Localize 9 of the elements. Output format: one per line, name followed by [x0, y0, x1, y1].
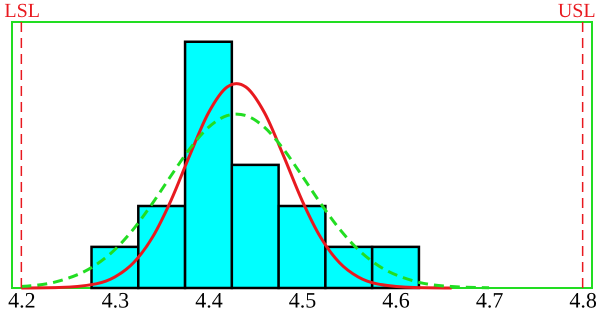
x-tick-label: 4.5	[288, 288, 316, 312]
x-tick-label: 4.4	[195, 288, 223, 312]
x-tick-label: 4.2	[8, 288, 36, 312]
x-tick-label: 4.8	[569, 288, 597, 312]
ref-line-label: USL	[558, 0, 596, 22]
x-tick-label: 4.3	[102, 288, 130, 312]
x-tick-label: 4.7	[476, 288, 504, 312]
ref-line-label: LSL	[4, 0, 40, 22]
x-tick-label: 4.6	[382, 288, 410, 312]
